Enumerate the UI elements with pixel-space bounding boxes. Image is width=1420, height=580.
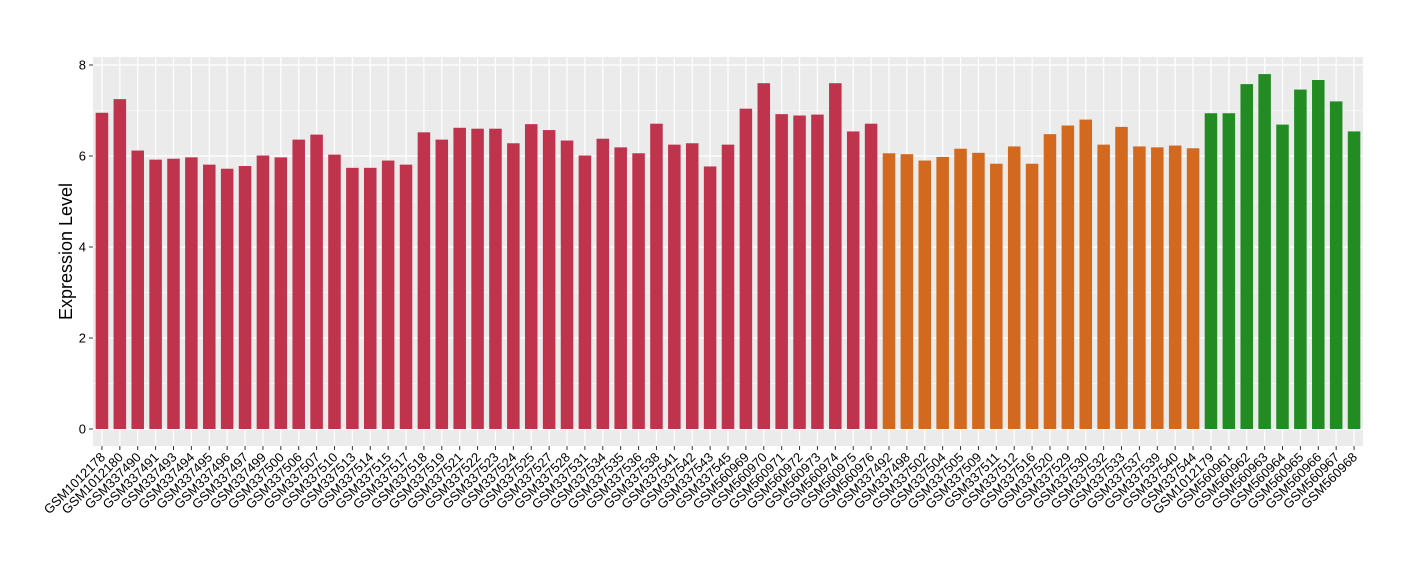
bar-gsm337518 xyxy=(417,132,431,429)
bar-gsm337500 xyxy=(274,157,288,430)
bar-gsm337530 xyxy=(1079,119,1093,429)
bar-gsm560972 xyxy=(793,115,806,429)
bar-gsm337520 xyxy=(1043,134,1057,429)
bar-gsm337543 xyxy=(703,166,717,429)
bar-gsm337517 xyxy=(399,164,413,429)
bar-gsm337516 xyxy=(1025,163,1039,430)
bar-gsm337515 xyxy=(381,160,395,430)
y-tick-label: 6 xyxy=(79,149,86,164)
bar-gsm337525 xyxy=(524,124,538,430)
bar-gsm337542 xyxy=(685,143,699,429)
bar-gsm560970 xyxy=(757,83,771,429)
bar-gsm560973 xyxy=(811,114,824,429)
bar-gsm560961 xyxy=(1222,113,1236,429)
bar-gsm560963 xyxy=(1258,74,1271,429)
bar-gsm560975 xyxy=(846,131,860,429)
y-tick-label: 8 xyxy=(79,58,86,73)
bar-gsm337536 xyxy=(632,153,645,429)
bar-gsm337514 xyxy=(363,167,377,429)
bar-gsm560964 xyxy=(1276,124,1289,429)
bar-gsm337494 xyxy=(185,157,198,430)
bar-gsm337537 xyxy=(1133,146,1146,429)
bar-gsm560969 xyxy=(739,108,753,430)
bar-gsm337521 xyxy=(453,127,466,429)
bar-gsm337493 xyxy=(167,158,180,430)
bar-gsm337507 xyxy=(310,134,323,430)
bar-gsm337513 xyxy=(346,167,359,429)
bar-gsm337498 xyxy=(900,154,914,429)
y-tick-label: 4 xyxy=(79,240,86,255)
bar-gsm337504 xyxy=(936,156,949,429)
bar-gsm337505 xyxy=(954,148,967,429)
bar-gsm337527 xyxy=(542,130,556,429)
bar-gsm337496 xyxy=(220,168,234,430)
bar-gsm337529 xyxy=(1061,125,1075,429)
bar-gsm337534 xyxy=(596,138,610,429)
bar-gsm560965 xyxy=(1294,89,1307,429)
bar-gsm337528 xyxy=(560,140,574,429)
bar-gsm560967 xyxy=(1329,101,1343,430)
bar-gsm337492 xyxy=(882,153,896,429)
bar-gsm337511 xyxy=(990,163,1003,430)
bar-gsm560974 xyxy=(829,83,842,429)
bar-gsm1012179 xyxy=(1204,113,1218,429)
bar-gsm560971 xyxy=(775,114,788,429)
bar-gsm337499 xyxy=(256,155,270,430)
x-axis: GSM1012178GSM1012180GSM337490GSM337491GS… xyxy=(41,446,1360,517)
bar-gsm337535 xyxy=(614,147,627,430)
bar-gsm337519 xyxy=(435,139,449,429)
bar-gsm337506 xyxy=(292,139,305,429)
y-axis-label: Expression Level xyxy=(56,183,76,320)
bar-gsm337523 xyxy=(489,128,502,429)
bar-gsm560962 xyxy=(1240,84,1253,430)
bar-gsm337497 xyxy=(238,166,252,429)
bar-gsm337510 xyxy=(328,154,341,429)
bar-gsm560968 xyxy=(1347,131,1361,429)
bar-gsm337544 xyxy=(1186,148,1200,429)
bar-gsm337509 xyxy=(972,152,985,429)
bar-gsm337539 xyxy=(1151,147,1164,430)
bar-gsm337541 xyxy=(668,144,681,429)
bar-gsm337540 xyxy=(1168,145,1182,429)
bar-gsm337512 xyxy=(1007,146,1021,429)
bar-gsm1012178 xyxy=(95,112,109,430)
bar-gsm337524 xyxy=(507,143,520,429)
y-tick-label: 2 xyxy=(79,331,86,346)
bars xyxy=(95,74,1361,430)
bar-gsm337533 xyxy=(1115,126,1128,429)
y-axis: 0 2 4 6 8 xyxy=(79,58,93,437)
bar-gsm337491 xyxy=(149,159,162,429)
bar-gsm337502 xyxy=(918,160,932,430)
bar-gsm560976 xyxy=(864,123,878,429)
bar-gsm337532 xyxy=(1097,144,1110,429)
bar-gsm337545 xyxy=(721,144,735,429)
bar-gsm337490 xyxy=(131,150,144,430)
bar-gsm1012180 xyxy=(113,99,127,429)
bar-gsm560966 xyxy=(1312,80,1325,429)
y-tick-label: 0 xyxy=(79,422,86,437)
bar-gsm337522 xyxy=(471,128,484,429)
bar-gsm337531 xyxy=(578,155,592,430)
bar-gsm337538 xyxy=(650,123,663,429)
bar-gsm337495 xyxy=(203,164,216,429)
